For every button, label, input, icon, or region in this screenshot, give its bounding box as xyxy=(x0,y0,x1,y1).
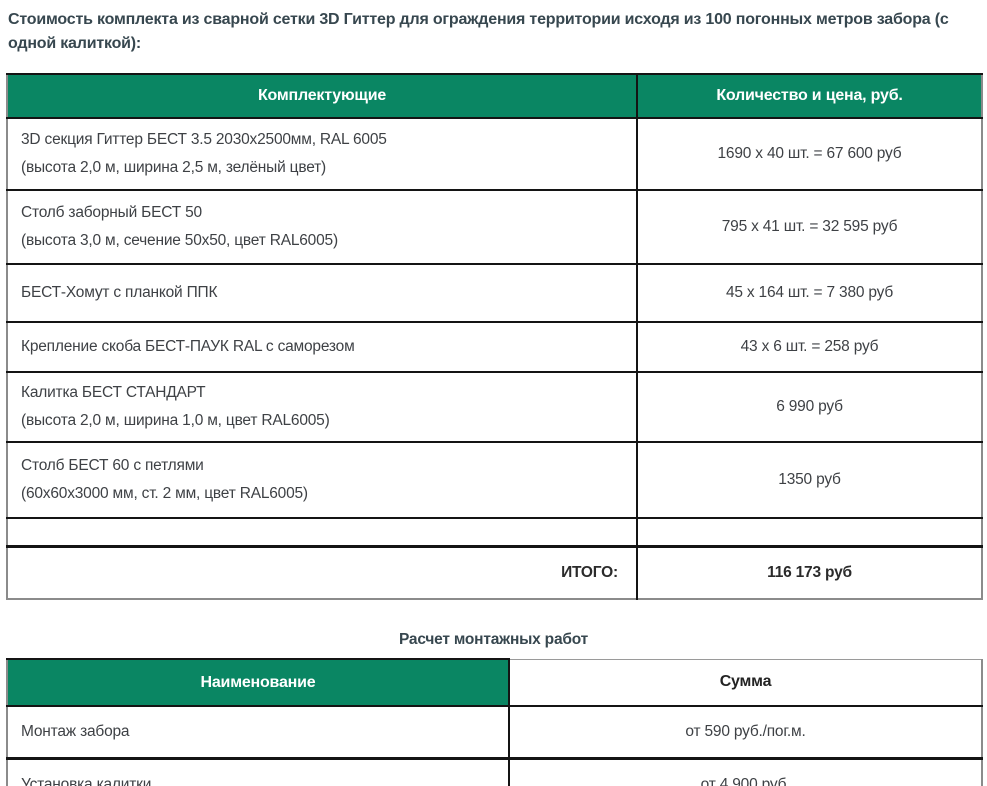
component-name: Столб БЕСТ 60 с петлями (60х60х3000 мм, … xyxy=(7,442,637,519)
total-value: 116 173 руб xyxy=(636,546,982,599)
component-name: 3D секция Гиттер БЕСТ 3.5 2030х2500мм, R… xyxy=(7,118,637,191)
components-table: Комплектующие Количество и цена, руб. 3D… xyxy=(6,73,983,600)
total-label: ИТОГО: xyxy=(561,564,618,581)
components-header-price: Количество и цена, руб. xyxy=(636,73,982,119)
table-row: Крепление скоба БЕСТ-ПАУК RAL с саморезо… xyxy=(7,322,982,373)
table-row: 3D секция Гиттер БЕСТ 3.5 2030х2500мм, R… xyxy=(7,118,982,191)
page-title: Стоимость комплекта из сварной сетки 3D … xyxy=(8,11,949,52)
empty-row xyxy=(7,518,982,548)
empty-cell xyxy=(636,518,982,548)
components-header-row: Комплектующие Количество и цена, руб. xyxy=(7,73,982,119)
work-price: от 590 руб./пог.м. xyxy=(508,706,982,760)
table-row: Столб БЕСТ 60 с петлями (60х60х3000 мм, … xyxy=(7,442,982,519)
table-row: Столб заборный БЕСТ 50 (высота 3,0 м, се… xyxy=(7,190,982,265)
component-name: БЕСТ-Хомут с планкой ППК xyxy=(7,264,637,323)
installation-header-name: Наименование xyxy=(7,658,509,707)
component-price: 795 х 41 шт. = 32 595 руб xyxy=(636,190,982,265)
work-price: от 4 900 руб. xyxy=(508,758,982,786)
work-name: Установка калитки xyxy=(21,776,152,786)
table-row: Монтаж забора от 590 руб./пог.м. xyxy=(7,706,982,760)
installation-table: Наименование Сумма Монтаж забора от 590 … xyxy=(6,658,983,786)
empty-cell xyxy=(7,518,637,548)
total-row: ИТОГО: 116 173 руб xyxy=(7,546,982,599)
components-header-name: Комплектующие xyxy=(7,73,637,119)
installation-header-row: Наименование Сумма xyxy=(7,658,982,707)
table-row: Калитка БЕСТ СТАНДАРТ (высота 2,0 м, шир… xyxy=(7,372,982,443)
component-name: Столб заборный БЕСТ 50 (высота 3,0 м, се… xyxy=(7,190,637,265)
installation-header-sum: Сумма xyxy=(508,658,982,707)
component-price: 43 х 6 шт. = 258 руб xyxy=(636,322,982,373)
component-price: 1690 х 40 шт. = 67 600 руб xyxy=(636,118,982,191)
installation-table-title: Расчет монтажных работ xyxy=(398,631,589,648)
component-price: 45 х 164 шт. = 7 380 руб xyxy=(636,264,982,323)
work-name: Монтаж забора xyxy=(7,706,509,760)
component-name: Крепление скоба БЕСТ-ПАУК RAL с саморезо… xyxy=(7,322,637,373)
component-name: Калитка БЕСТ СТАНДАРТ (высота 2,0 м, шир… xyxy=(7,372,637,443)
table-row: БЕСТ-Хомут с планкой ППК 45 х 164 шт. = … xyxy=(7,264,982,323)
component-price: 1350 руб xyxy=(636,442,982,519)
component-price: 6 990 руб xyxy=(636,372,982,443)
table-row: Установка калитки от 4 900 руб. xyxy=(7,758,982,786)
